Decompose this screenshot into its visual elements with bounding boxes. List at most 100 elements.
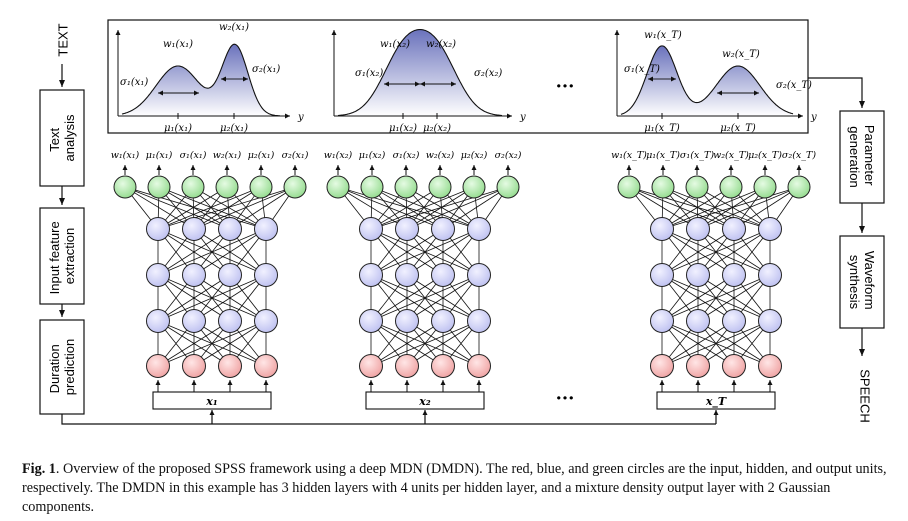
output-unit — [249, 175, 273, 199]
mdn-network-3: x_T w₁(x_T) μ₁(x_T) σ₁(x_T) w₂(x_T) μ₂(x_T) σ₂… — [611, 150, 816, 410]
caption-label: Fig. 1 — [22, 461, 56, 477]
input-feature-extraction-block — [39, 207, 85, 305]
connection — [661, 186, 766, 230]
output-unit — [215, 175, 239, 199]
connection — [157, 274, 267, 322]
output-label: σ₁(x_T) — [680, 150, 714, 161]
hidden-unit — [254, 309, 278, 333]
output-label: μ₁(x₁) — [146, 150, 173, 161]
axis-symbol: y — [297, 112, 304, 123]
connection — [193, 320, 267, 367]
input-vector-box — [365, 391, 485, 410]
output-unit — [617, 175, 641, 199]
output-label: w₁(x₁) — [111, 150, 140, 161]
mean-label-1: μ₁(x_T) — [644, 123, 680, 134]
connection — [370, 274, 444, 322]
waveform-synthesis-block — [839, 235, 885, 329]
ellipsis-top: ··· — [556, 76, 575, 97]
connection — [661, 320, 735, 367]
output-unit — [753, 175, 777, 199]
mean-label-1: μ₁(x₁) — [164, 123, 192, 134]
output-unit — [428, 175, 452, 199]
hidden-unit — [395, 263, 419, 287]
output-unit — [685, 175, 709, 199]
hidden-unit — [686, 309, 710, 333]
connection — [661, 186, 800, 230]
hidden-unit — [650, 217, 674, 241]
hidden-unit — [650, 309, 674, 333]
output-unit — [496, 175, 520, 199]
hidden-unit — [395, 309, 419, 333]
connection — [157, 320, 231, 367]
connection — [661, 274, 771, 322]
input-unit — [650, 354, 674, 378]
input-vector-box — [656, 391, 776, 410]
hidden-unit — [218, 217, 242, 241]
connection — [661, 228, 735, 276]
connection — [124, 186, 231, 230]
connection — [697, 274, 771, 322]
output-label: σ₂(x_T) — [782, 150, 816, 161]
sigma-label-1: σ₁(x_T) — [624, 64, 660, 75]
connection — [370, 320, 480, 367]
output-label: μ₂(x₂) — [461, 150, 488, 161]
connection — [157, 320, 267, 367]
connection — [628, 186, 771, 230]
caption-text: . Overview of the proposed SPSS framewor… — [22, 461, 887, 515]
hidden-unit — [467, 263, 491, 287]
connection — [661, 228, 771, 276]
connection — [697, 228, 771, 276]
output-unit — [719, 175, 743, 199]
connection — [124, 186, 267, 230]
input-unit — [218, 354, 242, 378]
input-vector-box — [152, 391, 272, 410]
connection — [406, 228, 480, 276]
axis-symbol: y — [810, 112, 817, 123]
output-unit — [651, 175, 675, 199]
connection — [157, 186, 296, 230]
input-unit — [467, 354, 491, 378]
text-analysis-label: Text analysis — [47, 114, 77, 161]
hidden-unit — [722, 263, 746, 287]
output-label: w₁(x_T) — [611, 150, 647, 161]
connection — [697, 186, 800, 230]
connection — [370, 186, 509, 230]
hidden-unit — [359, 217, 383, 241]
hidden-unit — [218, 309, 242, 333]
output-unit — [181, 175, 205, 199]
weight-label-2: w₂(x₂) — [426, 39, 456, 50]
weight-label-1: w₁(x_T) — [644, 30, 682, 41]
parameter-generation-block — [839, 110, 885, 204]
connection — [337, 186, 480, 230]
weight-label-2: w₂(x_T) — [722, 49, 760, 60]
output-unit — [394, 175, 418, 199]
hidden-unit — [686, 217, 710, 241]
mdn-networks: x₁ w₁(x₁) μ₁(x₁) σ₁(x₁) w₂(x₁) μ₂(x₁) σ₂(x₁) x₂… — [111, 150, 816, 410]
hidden-unit — [182, 217, 206, 241]
right-pipeline: Parameter generation Waveform synthesis … — [808, 77, 885, 423]
output-label: μ₂(x_T) — [748, 150, 782, 161]
hidden-unit — [254, 217, 278, 241]
speech-output-label: SPEECH — [858, 369, 873, 422]
connection — [193, 186, 262, 230]
hidden-unit — [686, 263, 710, 287]
hidden-unit — [431, 217, 455, 241]
hidden-unit — [254, 263, 278, 287]
input-vector-label: x₂ — [418, 395, 431, 408]
connection — [406, 320, 480, 367]
mixture-density-curve — [121, 43, 280, 117]
weight-label-1: w₁(x₁) — [163, 39, 193, 50]
connection — [193, 228, 267, 276]
input-unit — [182, 354, 206, 378]
input-unit — [686, 354, 710, 378]
connection — [229, 186, 296, 230]
duration-prediction-block — [39, 319, 85, 415]
connection — [193, 186, 296, 230]
mixture-density-fill — [122, 44, 280, 117]
connection — [370, 274, 480, 322]
mean-label-2: μ₂(x₂) — [423, 123, 451, 134]
output-label: σ₂(x₁) — [282, 150, 309, 161]
connection — [157, 228, 231, 276]
input-unit — [359, 354, 383, 378]
connection — [370, 186, 441, 230]
